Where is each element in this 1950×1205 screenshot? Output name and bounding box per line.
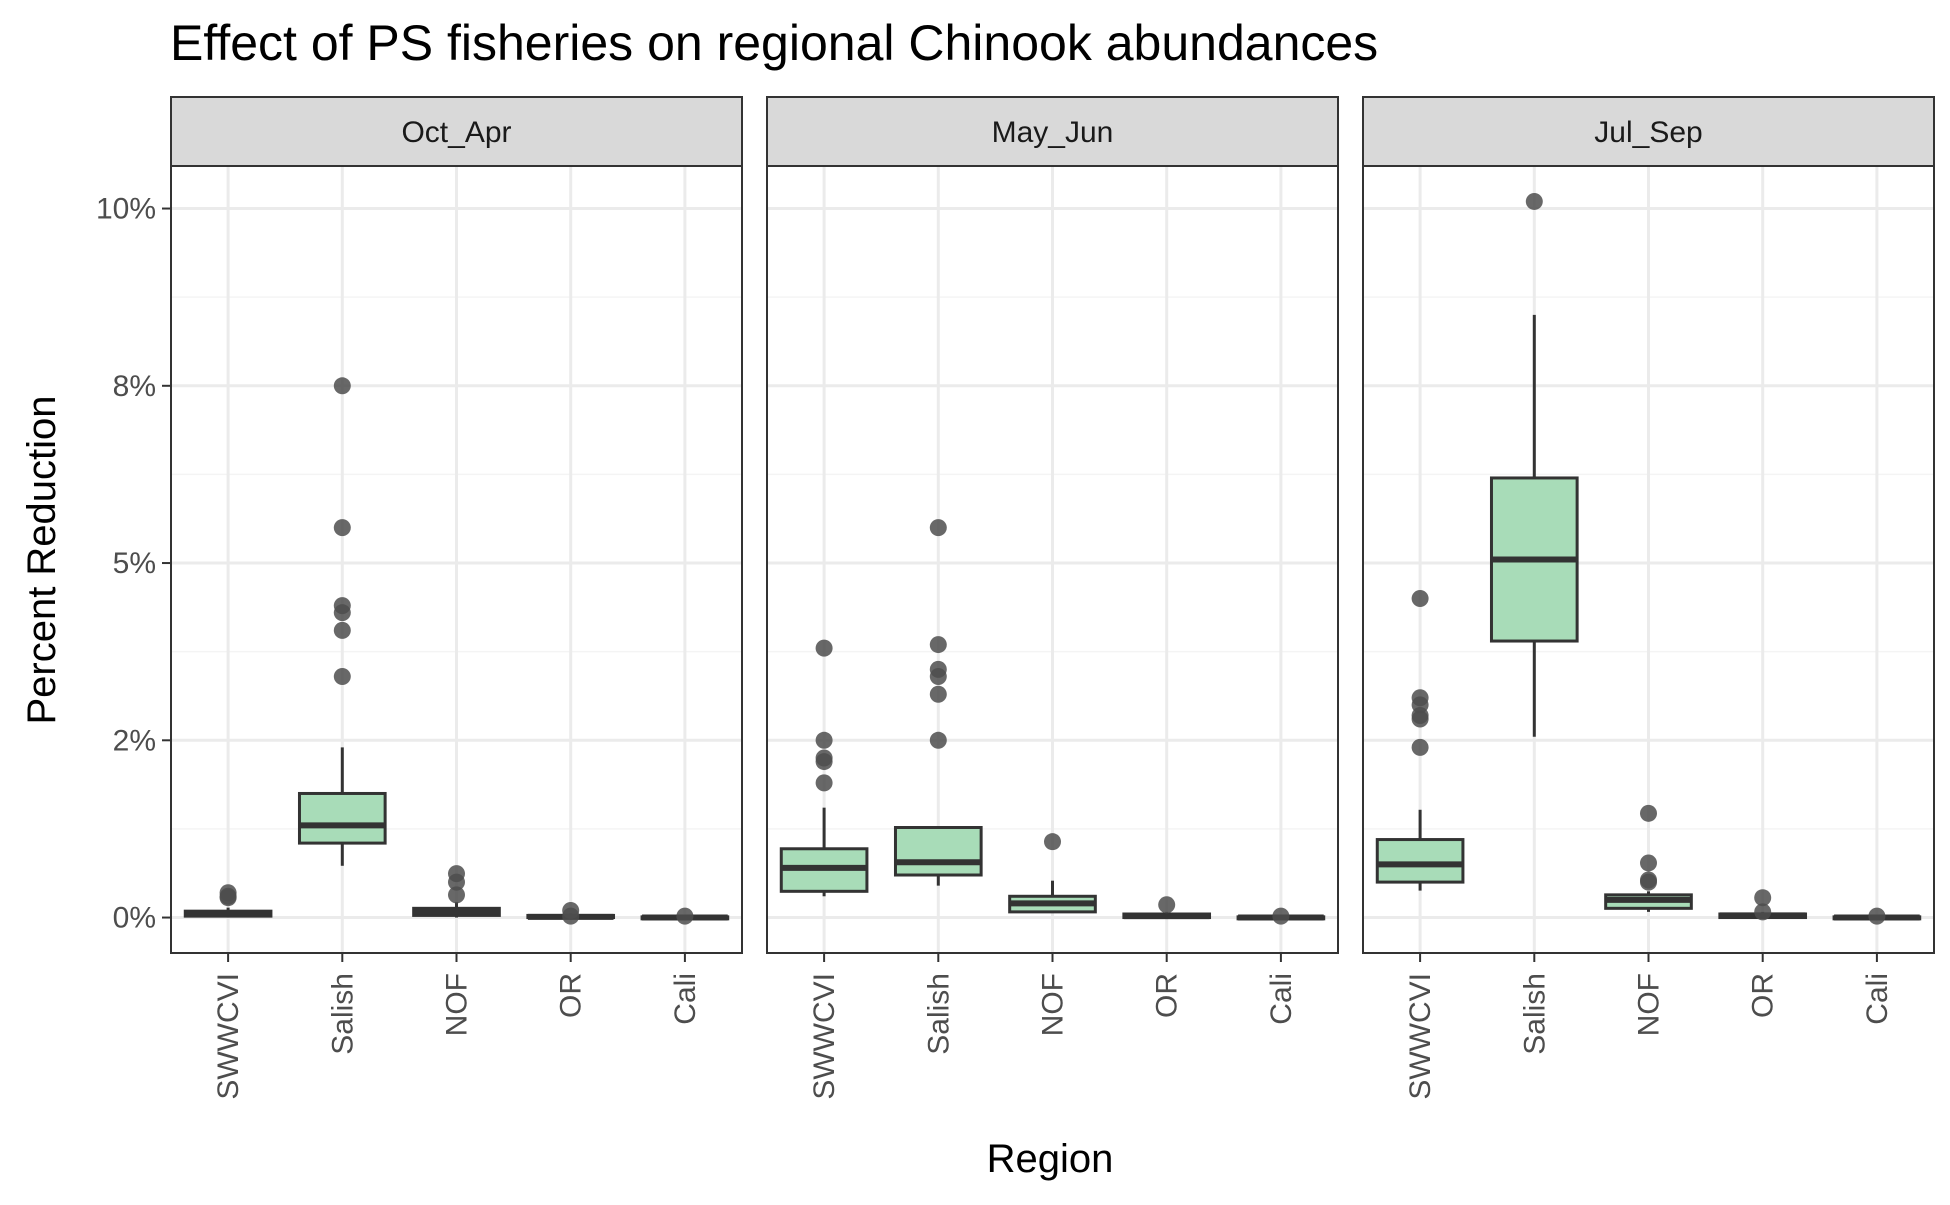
box-Oct_Apr-Cali — [640, 907, 730, 925]
outlier-point — [333, 597, 351, 615]
outlier-point — [1044, 833, 1061, 851]
x-tick-label: Cali — [1861, 973, 1894, 1025]
facet-strip-label: Oct_Apr — [401, 116, 511, 149]
outlier-point — [1640, 804, 1657, 822]
x-tick-label: Salish — [326, 973, 359, 1055]
outlier-point — [1411, 689, 1429, 707]
box-iqr — [1375, 838, 1465, 884]
outlier-point — [815, 731, 833, 749]
y-tick-label: 8% — [113, 370, 156, 403]
x-tick-label: Salish — [922, 973, 955, 1055]
facet-strip-label: Jul_Sep — [1594, 116, 1702, 149]
facet-strip — [170, 96, 743, 167]
outlier-point — [815, 639, 833, 657]
y-axis-title: Percent Reduction — [20, 395, 64, 724]
outlier-point — [929, 660, 947, 678]
outlier-point — [333, 519, 351, 537]
box-Oct_Apr-SWWCVI — [183, 884, 273, 918]
outlier-point — [1640, 854, 1657, 872]
outlier-point — [929, 685, 947, 703]
x-tick-label: Cali — [1265, 973, 1298, 1025]
outlier-point — [929, 731, 947, 749]
box-Jul_Sep-Cali — [1832, 907, 1922, 925]
outlier-point — [1754, 903, 1772, 921]
facet-panel-May_Jun: May_Jun SWWCVI Salish NOF OR Cali — [766, 96, 1339, 1100]
box-Jul_Sep-SWWCVI — [1375, 589, 1465, 891]
outlier-point — [929, 636, 947, 654]
chart-title: Effect of PS fisheries on regional Chino… — [170, 15, 1378, 71]
box-Oct_Apr-Salish — [297, 377, 387, 866]
box-May_Jun-Salish — [893, 519, 983, 886]
y-tick-label: 10% — [96, 193, 156, 226]
outlier-point — [448, 886, 465, 904]
outlier-point — [815, 749, 833, 767]
box-Jul_Sep-Salish — [1489, 192, 1579, 737]
x-tick-label: NOF — [441, 973, 474, 1036]
y-axis: 0% 2% 5% 8% 10% — [96, 193, 171, 935]
x-tick-label: NOF — [1633, 973, 1666, 1036]
outlier-point — [333, 621, 351, 639]
outlier-point — [676, 907, 694, 925]
x-tick-label: OR — [1151, 973, 1184, 1018]
y-tick-label: 2% — [113, 724, 156, 757]
x-tick-label: SWWCVI — [808, 973, 841, 1100]
outlier-point — [929, 519, 947, 537]
x-tick-label: NOF — [1037, 973, 1070, 1036]
outlier-point — [1525, 192, 1543, 210]
box-iqr — [297, 791, 387, 845]
x-tick-label: Cali — [669, 973, 702, 1025]
facet-strip — [766, 96, 1339, 167]
box-iqr — [893, 826, 983, 877]
outlier-point — [219, 889, 237, 907]
outlier-point — [1272, 907, 1290, 925]
outlier-point — [333, 667, 351, 685]
box-May_Jun-NOF — [1008, 833, 1097, 914]
x-tick-label: SWWCVI — [212, 973, 245, 1100]
outlier-point — [815, 774, 833, 792]
outlier-point — [333, 377, 351, 395]
box-Jul_Sep-OR — [1718, 889, 1808, 921]
y-tick-label: 5% — [113, 547, 156, 580]
outlier-point — [448, 865, 465, 883]
facet-panel-Oct_Apr: Oct_Apr SWWCVI Salish NOF OR Cali — [170, 96, 743, 1100]
box-May_Jun-SWWCVI — [779, 639, 869, 897]
x-tick-label: SWWCVI — [1404, 973, 1437, 1100]
x-axis-title: Region — [987, 1137, 1114, 1181]
outlier-point — [1411, 589, 1429, 607]
outlier-point — [562, 907, 580, 925]
box-May_Jun-OR — [1122, 896, 1212, 920]
box-Oct_Apr-NOF — [412, 865, 501, 918]
facet-panels: Oct_Apr SWWCVI Salish NOF OR Cali May_Jun SWWCV… — [96, 96, 1935, 1100]
outlier-point — [1158, 896, 1176, 914]
y-tick-label: 0% — [113, 902, 156, 935]
box-Oct_Apr-OR — [526, 901, 616, 925]
facet-panel-Jul_Sep: Jul_Sep SWWCVI Salish NOF OR Cali — [1362, 96, 1935, 1100]
box-Jul_Sep-NOF — [1604, 804, 1693, 912]
x-tick-label: OR — [555, 973, 588, 1018]
outlier-point — [1754, 889, 1772, 907]
facet-strip-label: May_Jun — [992, 116, 1114, 149]
x-tick-label: Salish — [1518, 973, 1551, 1055]
x-tick-label: OR — [1747, 973, 1780, 1018]
facet-strip — [1362, 96, 1935, 167]
box-May_Jun-Cali — [1236, 907, 1326, 925]
outlier-point — [1640, 871, 1657, 889]
outlier-point — [1411, 738, 1429, 756]
outlier-point — [1868, 907, 1886, 925]
